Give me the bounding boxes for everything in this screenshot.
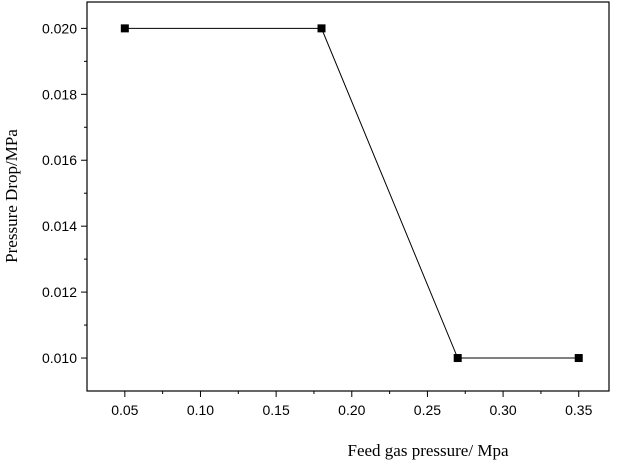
data-series bbox=[120, 24, 583, 363]
data-point-marker bbox=[574, 354, 583, 363]
y-tick-label: 0.014 bbox=[42, 218, 77, 234]
x-tick-label: 0.25 bbox=[414, 402, 441, 418]
y-axis-ticks: 0.010 0.012 0.014 0.016 0.018 0.020 bbox=[42, 20, 87, 366]
y-tick-label: 0.020 bbox=[42, 20, 77, 36]
x-tick-label: 0.10 bbox=[187, 402, 214, 418]
plot-frame bbox=[86, 1, 610, 392]
y-tick-label: 0.010 bbox=[42, 350, 77, 366]
data-point-marker bbox=[317, 24, 326, 33]
x-axis-title: Feed gas pressure/ Mpa bbox=[348, 441, 509, 460]
y-tick-label: 0.016 bbox=[42, 152, 77, 168]
y-axis-title: Pressure Drop/MPa bbox=[2, 129, 21, 263]
series-line bbox=[124, 27, 579, 359]
x-axis-ticks: 0.05 0.10 0.15 0.20 0.25 0.30 0.35 bbox=[111, 391, 593, 418]
x-tick-label: 0.30 bbox=[489, 402, 516, 418]
x-tick-label: 0.05 bbox=[111, 402, 138, 418]
x-tick-label: 0.15 bbox=[263, 402, 290, 418]
y-tick-label: 0.018 bbox=[42, 86, 77, 102]
y-tick-label: 0.012 bbox=[42, 284, 77, 300]
x-tick-label: 0.20 bbox=[338, 402, 365, 418]
data-point-marker bbox=[453, 354, 462, 363]
x-tick-label: 0.35 bbox=[565, 402, 592, 418]
data-point-marker bbox=[120, 24, 129, 33]
